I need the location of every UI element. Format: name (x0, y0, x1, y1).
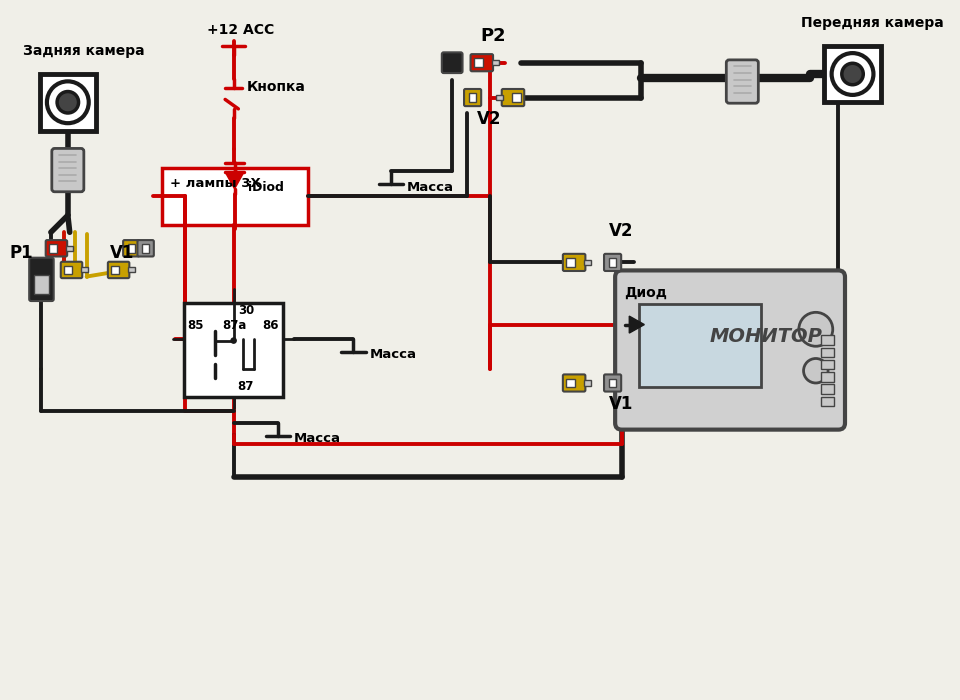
Text: 30: 30 (238, 304, 254, 317)
Bar (81, 267, 87, 272)
Bar (584, 380, 591, 386)
Text: P1: P1 (10, 244, 33, 262)
Text: Масса: Масса (407, 181, 454, 193)
Circle shape (230, 337, 237, 344)
Bar (162, 168, 308, 225)
FancyBboxPatch shape (52, 148, 84, 192)
Text: + лампы 3Х: + лампы 3Х (170, 177, 260, 190)
FancyBboxPatch shape (108, 262, 130, 278)
Bar (473, 58, 483, 67)
Bar (566, 379, 575, 388)
Circle shape (799, 312, 832, 346)
Bar (184, 303, 283, 397)
Text: 85: 85 (187, 319, 204, 332)
Circle shape (57, 92, 79, 113)
Text: Задняя камера: Задняя камера (23, 44, 144, 58)
Bar (821, 384, 833, 394)
Bar (128, 244, 134, 253)
Text: iDiod: iDiod (248, 181, 283, 194)
Circle shape (831, 53, 874, 95)
Text: Передняя камера: Передняя камера (801, 16, 944, 30)
Circle shape (804, 358, 828, 383)
Bar (609, 379, 616, 388)
Bar (142, 244, 149, 253)
Bar (638, 304, 761, 387)
Bar (64, 266, 72, 274)
Bar (821, 335, 833, 345)
FancyBboxPatch shape (123, 240, 139, 256)
Bar (821, 397, 833, 406)
Circle shape (842, 63, 863, 85)
FancyBboxPatch shape (464, 89, 481, 106)
Text: Масса: Масса (370, 348, 417, 361)
Circle shape (47, 81, 88, 123)
Text: Диод: Диод (625, 286, 667, 300)
Text: V1: V1 (609, 395, 633, 414)
Polygon shape (226, 172, 244, 189)
Bar (821, 360, 833, 370)
Bar (469, 93, 476, 102)
Bar (821, 372, 833, 382)
FancyBboxPatch shape (604, 374, 621, 391)
Bar (821, 348, 833, 357)
FancyBboxPatch shape (442, 52, 463, 73)
Text: V1: V1 (110, 244, 134, 262)
Bar (512, 93, 521, 102)
Bar (496, 95, 503, 100)
Bar (65, 246, 73, 251)
Bar (584, 260, 591, 265)
Text: 86: 86 (262, 319, 278, 332)
Text: 87a: 87a (223, 319, 247, 332)
FancyBboxPatch shape (470, 54, 493, 71)
FancyBboxPatch shape (137, 240, 154, 256)
Bar (492, 60, 499, 65)
FancyBboxPatch shape (563, 374, 586, 391)
FancyBboxPatch shape (29, 258, 54, 301)
Bar (34, 274, 49, 295)
Bar (566, 258, 575, 267)
Text: P2: P2 (480, 27, 506, 45)
Text: 87: 87 (237, 379, 253, 393)
Text: МОНИТОР: МОНИТОР (709, 328, 822, 346)
Text: +12 ACC: +12 ACC (207, 23, 275, 37)
Text: V2: V2 (609, 222, 633, 240)
FancyBboxPatch shape (502, 89, 524, 106)
Bar (49, 244, 58, 253)
FancyBboxPatch shape (563, 254, 586, 271)
FancyBboxPatch shape (60, 262, 83, 278)
FancyBboxPatch shape (615, 270, 845, 430)
Bar (825, 46, 880, 102)
Bar (128, 267, 134, 272)
Bar (609, 258, 616, 267)
FancyBboxPatch shape (727, 60, 758, 103)
Text: Кнопка: Кнопка (247, 80, 305, 94)
FancyBboxPatch shape (46, 240, 67, 256)
FancyBboxPatch shape (604, 254, 621, 271)
Polygon shape (629, 316, 644, 333)
Text: Масса: Масса (294, 432, 341, 445)
Bar (111, 266, 119, 274)
Text: V2: V2 (477, 110, 501, 128)
Bar (39, 74, 96, 130)
